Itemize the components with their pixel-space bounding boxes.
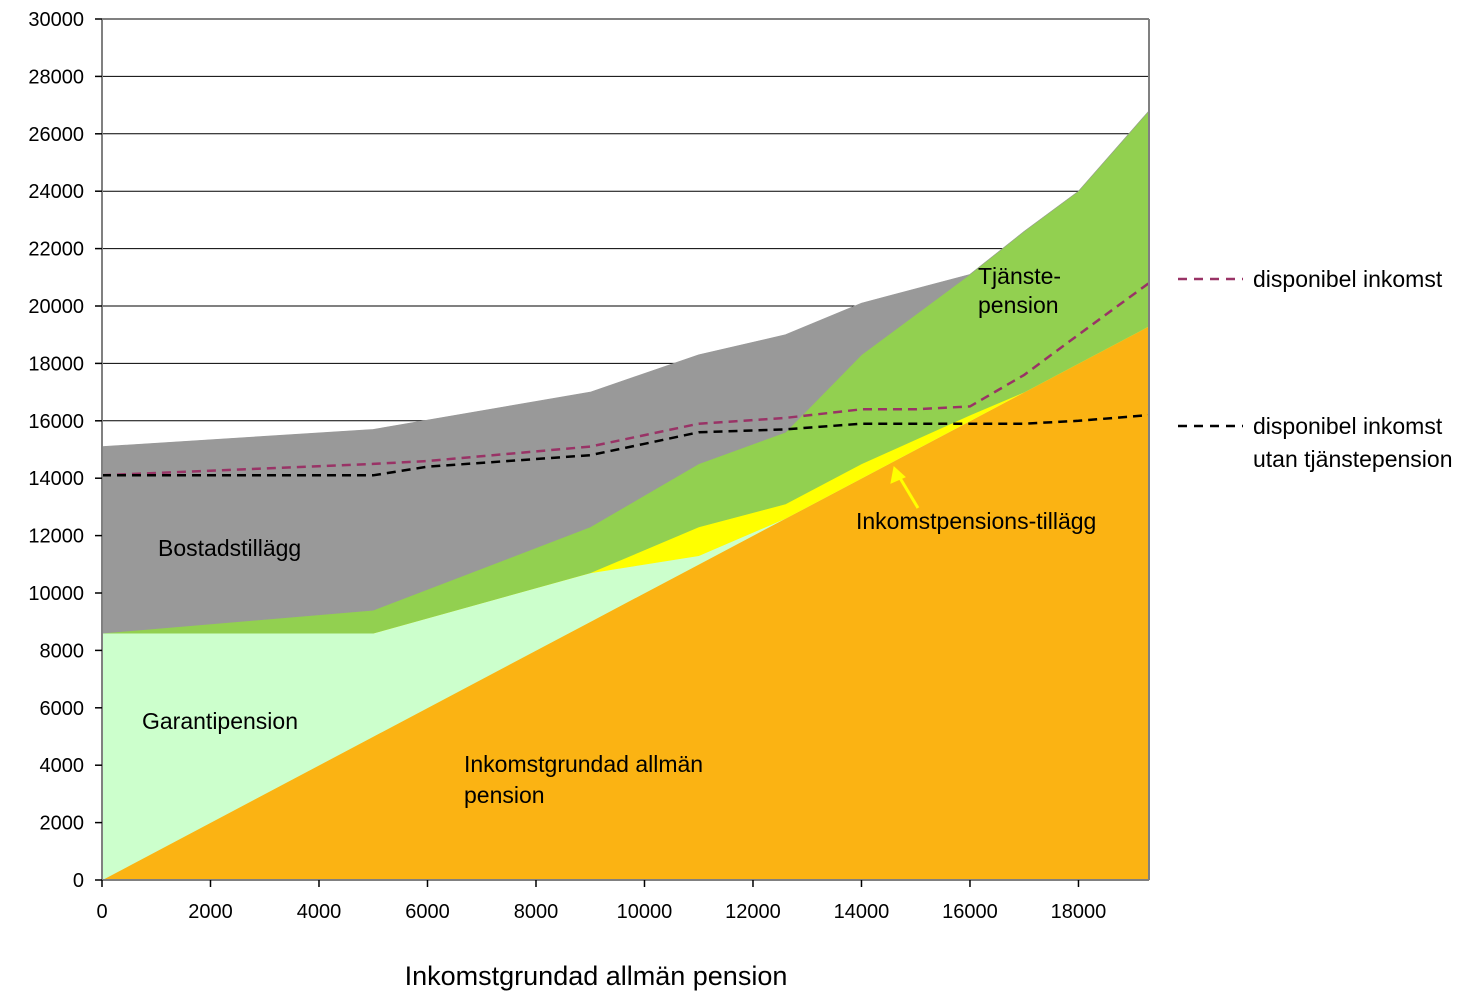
y-tick-label-18000: 18000 xyxy=(28,353,84,375)
bostadstillagg-label: Bostadstillägg xyxy=(158,535,301,561)
inkomstgrundad-label-line1: Inkomstgrundad allmän xyxy=(464,751,703,777)
legend-label-disponibel-inkomst: disponibel inkomst xyxy=(1253,266,1443,292)
line-disponibel-inkomst xyxy=(101,281,1150,477)
inkomstgrundad-label-line2: pension xyxy=(464,782,545,808)
garantipension-label: Garantipension xyxy=(142,708,298,734)
y-tick-label-26000: 26000 xyxy=(28,124,84,146)
x-tick-label-4000: 4000 xyxy=(297,901,342,923)
tjanstepension-label-line1: Tjänste- xyxy=(978,263,1061,289)
y-tick-label-2000: 2000 xyxy=(40,813,85,835)
area-bostadstillagg xyxy=(101,110,1150,634)
y-tick-label-4000: 4000 xyxy=(40,755,85,777)
legend-label-utan-line1: disponibel inkomst xyxy=(1253,413,1443,439)
axes xyxy=(101,19,1150,881)
x-axis-title: Inkomstgrundad allmän pension xyxy=(405,961,788,991)
x-tick-label-10000: 10000 xyxy=(617,901,673,923)
x-tick-label-0: 0 xyxy=(96,901,107,923)
x-tick-label-8000: 8000 xyxy=(514,901,559,923)
y-tick-label-12000: 12000 xyxy=(28,526,84,548)
x-tick-label-16000: 16000 xyxy=(942,901,998,923)
inkomstpensionstillagg-label: Inkomstpensions-tillägg xyxy=(856,508,1096,534)
y-tick-label-28000: 28000 xyxy=(28,66,84,88)
x-tick-label-6000: 6000 xyxy=(405,901,450,923)
y-tick-label-24000: 24000 xyxy=(28,181,84,203)
x-tick-label-18000: 18000 xyxy=(1051,901,1107,923)
y-tick-label-0: 0 xyxy=(73,870,84,892)
y-tick-label-6000: 6000 xyxy=(40,698,85,720)
y-tick-label-20000: 20000 xyxy=(28,296,84,318)
y-tick-label-16000: 16000 xyxy=(28,411,84,433)
y-tick-label-22000: 22000 xyxy=(28,239,84,261)
tjanstepension-label-line2: pension xyxy=(978,292,1059,318)
legend: disponibel inkomst disponibel inkomst ut… xyxy=(1178,266,1453,472)
y-tick-label-8000: 8000 xyxy=(40,640,85,662)
x-tick-label-2000: 2000 xyxy=(188,901,233,923)
x-tick-label-12000: 12000 xyxy=(725,901,781,923)
legend-label-utan-line2: utan tjänstepension xyxy=(1253,446,1453,472)
y-tick-label-30000: 30000 xyxy=(28,9,84,31)
x-tick-label-14000: 14000 xyxy=(834,901,890,923)
inkomstpensionstillagg-arrow xyxy=(890,466,920,509)
y-tick-label-10000: 10000 xyxy=(28,583,84,605)
y-tick-labels: 0 2000 4000 6000 8000 10000 12000 14000 16000 180… xyxy=(28,9,102,892)
x-tick-labels: 0 2000 4000 6000 8000 10000 12000 14000 16000 180… xyxy=(96,880,1106,923)
income-lines xyxy=(101,281,1150,477)
area-labels: Bostadstillägg Garantipension Inkomstgru… xyxy=(142,263,1096,808)
y-tick-label-14000: 14000 xyxy=(28,468,84,490)
